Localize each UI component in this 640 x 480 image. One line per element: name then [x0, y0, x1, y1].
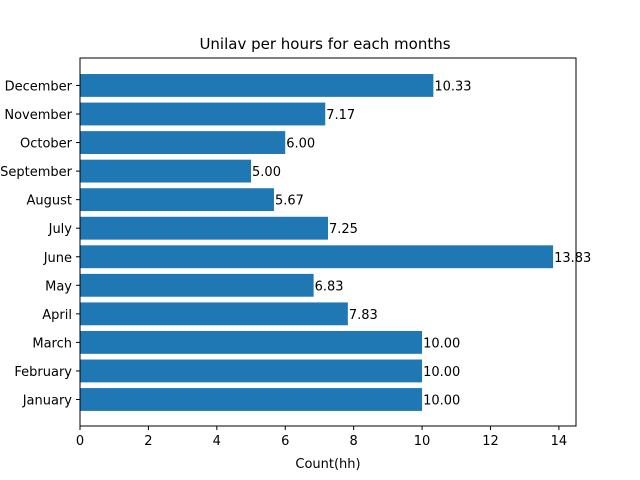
y-tick-label-october: October [20, 137, 73, 152]
bar-june [80, 245, 554, 269]
data-label-march: 10.00 [423, 336, 460, 351]
x-tick-label-14: 14 [551, 434, 568, 449]
bar-may [80, 273, 314, 297]
y-tick-label-august: August [27, 194, 73, 209]
bar-september [80, 159, 252, 183]
x-tick-label-2: 2 [144, 434, 152, 449]
data-label-january: 10.00 [423, 394, 460, 409]
bar-january [80, 388, 423, 411]
data-label-november: 7.17 [326, 108, 355, 123]
y-tick-label-november: November [4, 108, 72, 123]
bar-march [80, 330, 423, 354]
data-label-december: 10.33 [434, 79, 471, 94]
y-tick-label-january: January [22, 394, 73, 409]
y-tick-label-july: July [48, 222, 73, 237]
y-tick-label-february: February [14, 365, 72, 380]
data-label-june: 13.83 [554, 251, 591, 266]
data-labels-group: 10.00 10.00 10.00 7.83 6.83 13.83 7.25 5.67 5.00… [252, 79, 591, 408]
bar-july [80, 216, 328, 240]
data-label-august: 5.67 [275, 194, 304, 209]
y-tick-label-june: June [43, 251, 72, 266]
x-tick-label-0: 0 [76, 434, 84, 449]
x-axis-label: Count(hh) [295, 457, 360, 472]
x-tick-label-10: 10 [414, 434, 431, 449]
data-label-october: 6.00 [286, 137, 315, 152]
bar-april [80, 302, 348, 326]
y-tick-label-september: September [0, 165, 73, 180]
y-tick-label-december: December [5, 79, 73, 94]
y-axis: January February March April May June July Augu… [0, 79, 80, 409]
data-label-april: 7.83 [349, 308, 378, 323]
x-tick-label-6: 6 [281, 434, 289, 449]
bar-february [80, 359, 423, 383]
x-tick-label-8: 8 [350, 434, 358, 449]
bar-october [80, 131, 286, 154]
y-tick-label-april: April [42, 308, 72, 323]
bar-december [80, 74, 434, 97]
x-tick-label-4: 4 [213, 434, 221, 449]
data-label-july: 7.25 [329, 222, 358, 237]
data-label-february: 10.00 [423, 365, 460, 380]
bar-august [80, 188, 274, 212]
plot-frame [79, 57, 577, 427]
bar-november [80, 102, 326, 126]
bars-group [80, 74, 554, 411]
y-tick-label-may: May [45, 279, 72, 294]
x-axis: 0 2 4 6 8 10 12 14 [76, 426, 567, 449]
y-tick-label-march: March [32, 336, 72, 351]
chart-title: Unilav per hours for each months [199, 35, 450, 53]
x-tick-label-12: 12 [482, 434, 499, 449]
data-label-september: 5.00 [252, 165, 281, 180]
data-label-may: 6.83 [315, 279, 344, 294]
